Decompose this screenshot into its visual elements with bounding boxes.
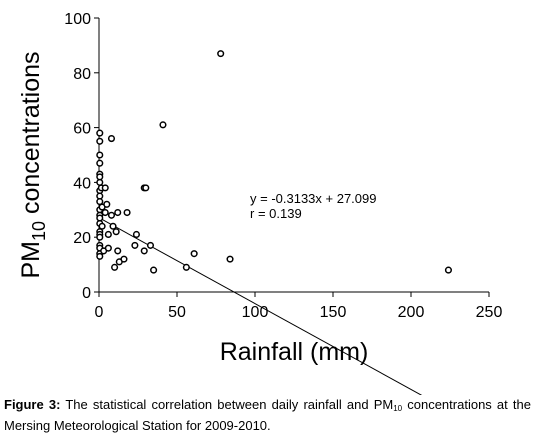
r-value-label: r = 0.139: [250, 206, 302, 221]
data-point: [96, 151, 104, 159]
equation-label: y = -0.3133x + 27.099: [250, 191, 376, 206]
data-point: [140, 247, 148, 255]
y-axis-label-prefix: PM: [17, 241, 45, 279]
trendline: [98, 217, 423, 395]
y-tick-label: 100: [64, 11, 91, 28]
data-point: [101, 184, 109, 192]
data-point: [132, 230, 140, 239]
x-tick-label: 150: [320, 304, 347, 321]
y-tick-label: 80: [73, 66, 91, 83]
data-point: [123, 208, 131, 217]
caption-subscript: 10: [393, 404, 403, 413]
data-point: [142, 184, 150, 192]
x-tick-label: 50: [168, 304, 186, 321]
data-point: [114, 208, 122, 217]
caption-text-before: The statistical correlation between dail…: [60, 397, 394, 412]
data-point: [190, 250, 198, 258]
x-tick-label: 200: [398, 304, 425, 321]
x-tick-label: 250: [476, 304, 503, 321]
data-point: [131, 241, 139, 249]
data-point: [101, 208, 109, 217]
caption-label: Figure 3:: [4, 397, 61, 412]
data-point: [159, 121, 167, 129]
data-point: [96, 198, 104, 206]
caption-text-after: concentrations at the Mersing Meteorolog…: [4, 397, 531, 433]
data-point: [217, 50, 225, 58]
data-point: [103, 200, 111, 208]
y-axis-label-suffix: concentrations: [17, 51, 45, 221]
y-tick-label: 60: [73, 121, 91, 138]
data-point: [146, 241, 155, 249]
y-tick-label: 40: [73, 175, 91, 192]
data-point: [150, 266, 158, 274]
data-point: [107, 211, 116, 219]
x-tick-label: 0: [95, 304, 104, 321]
data-point: [98, 222, 106, 230]
data-point: [96, 159, 104, 167]
x-tick-label: 100: [242, 304, 269, 321]
y-tick-label: 0: [82, 285, 91, 302]
data-point: [104, 244, 112, 252]
data-point: [96, 137, 104, 145]
data-point: [120, 255, 128, 263]
axes: [94, 17, 490, 297]
data-points: [96, 50, 452, 274]
data-point: [96, 129, 104, 137]
x-tick-labels: 0 50 100 150 200 250: [95, 304, 503, 321]
data-point: [96, 252, 104, 260]
x-axis-label: Rainfall (mm): [220, 338, 369, 366]
data-point: [112, 228, 120, 236]
data-point: [107, 135, 116, 143]
data-point: [114, 247, 122, 255]
data-point: [182, 263, 190, 271]
data-point: [226, 255, 234, 263]
y-tick-labels: 0 20 40 60 80 100: [64, 11, 91, 302]
data-point: [444, 266, 452, 274]
data-point: [104, 230, 112, 239]
figure-caption: Figure 3: The statistical correlation be…: [4, 396, 531, 434]
data-point: [109, 222, 117, 230]
y-axis-label-sub: 10: [29, 221, 49, 241]
y-tick-label: 20: [73, 230, 91, 247]
scatter-chart: 0 20 40 60 80 100 0 50 100 150 200 250 y = -0.3133…: [17, 11, 503, 395]
data-point: [96, 233, 104, 241]
y-axis-label: PM10 concentrations: [17, 51, 49, 278]
data-point: [111, 263, 119, 271]
